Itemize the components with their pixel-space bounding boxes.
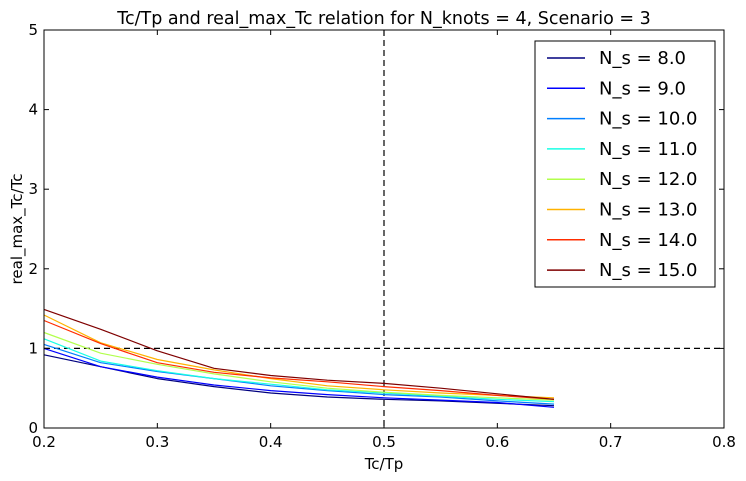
y-tick-label: 2 <box>28 260 38 278</box>
legend-label: N_s = 13.0 <box>599 200 697 221</box>
legend-label: N_s = 8.0 <box>599 48 686 69</box>
x-tick-label: 0.5 <box>372 433 396 451</box>
chart-title: Tc/Tp and real_max_Tc relation for N_kno… <box>116 9 650 29</box>
legend-label: N_s = 9.0 <box>599 78 686 99</box>
legend-label: N_s = 15.0 <box>599 260 697 281</box>
y-axis-title: real_max_Tc/Tc <box>8 174 27 285</box>
legend-label: N_s = 10.0 <box>599 109 697 130</box>
x-tick-label: 0.8 <box>712 433 736 451</box>
series-line-4 <box>43 338 555 403</box>
x-tick-label: 0.6 <box>485 433 509 451</box>
legend-label: N_s = 11.0 <box>599 139 697 160</box>
x-tick-label: 0.4 <box>259 433 283 451</box>
legend: N_s = 8.0 N_s = 9.0 N_s = 10.0 N_s = 11.0 N_… <box>534 40 716 288</box>
series-line-5 <box>43 331 555 401</box>
y-tick-label: 4 <box>28 101 38 119</box>
series-line-7 <box>43 319 555 400</box>
series-line-2 <box>43 347 555 408</box>
x-axis-title: Tc/Tp <box>364 455 404 473</box>
series-line-1 <box>43 354 555 407</box>
series-line-8 <box>43 308 555 400</box>
legend-label: N_s = 14.0 <box>599 230 697 251</box>
y-tick-label: 0 <box>28 419 38 437</box>
series-line-6 <box>43 314 555 399</box>
y-tick-label: 5 <box>28 21 38 39</box>
x-tick-label: 0.7 <box>599 433 623 451</box>
y-tick-label: 1 <box>28 339 38 357</box>
x-tick-label: 0.2 <box>32 433 56 451</box>
x-tick-label: 0.3 <box>145 433 169 451</box>
legend-label: N_s = 12.0 <box>599 169 697 190</box>
legend-box <box>534 40 716 288</box>
y-tick-label: 3 <box>28 180 38 198</box>
series-line-3 <box>43 343 555 405</box>
